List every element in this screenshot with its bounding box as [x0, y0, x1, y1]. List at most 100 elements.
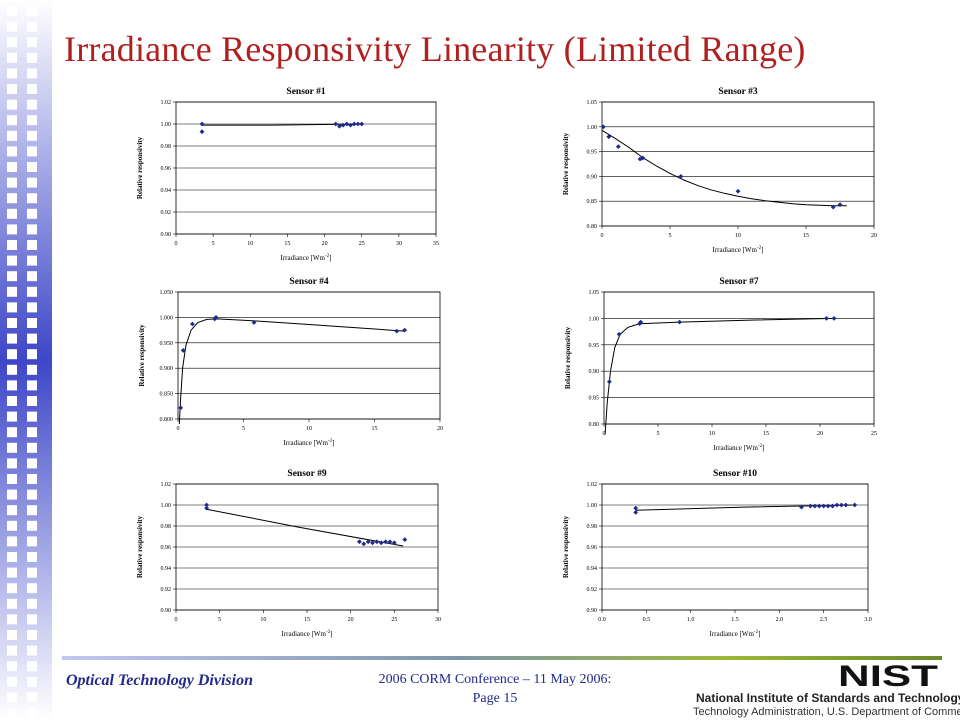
chart-2-data-point: [615, 144, 621, 150]
sidebar-square: [27, 21, 37, 32]
sidebar-square: [7, 52, 17, 63]
chart-3-xtick-label: 0: [177, 426, 180, 432]
chart-5-data-point: [357, 539, 362, 545]
sidebar-square: [7, 458, 17, 469]
sidebar-decoration: [0, 0, 52, 720]
sidebar-square: [27, 68, 37, 79]
chart-6-ytick-label: 0.92: [587, 587, 598, 593]
page-title: Irradiance Responsivity Linearity (Limit…: [64, 29, 806, 69]
sidebar-square: [7, 240, 17, 250]
chart-2-data-point: [640, 155, 646, 161]
sidebar-square: [27, 427, 37, 438]
sidebar-square: [7, 692, 17, 703]
chart-1-ytick-label: 1.00: [161, 122, 172, 128]
sidebar-square: [7, 130, 17, 141]
chart-5-xtick-label: 0: [175, 617, 178, 623]
chart-3-ytick-label: 0.950: [160, 341, 174, 347]
chart-3-plot-area: [177, 291, 441, 420]
chart-5-data-point: [374, 539, 380, 545]
chart-1-data-point: [199, 121, 205, 127]
chart-3-xtick-label: 15: [372, 426, 378, 432]
chart-1-xtick-label: 0: [175, 241, 178, 247]
chart-6-ylabel: Relative responsivity: [562, 515, 570, 578]
footer-division: Optical Technology Division: [66, 672, 253, 689]
sidebar-square: [27, 676, 37, 687]
sidebar-square: [27, 645, 37, 656]
chart-5-ytick-label: 0.92: [161, 587, 172, 593]
chart-5-xtick-label: 10: [260, 617, 266, 623]
chart-1-ytick-label: 0.92: [161, 210, 172, 216]
chart-4-ytick-label: 0.90: [589, 369, 600, 375]
chart-4-xlabel: Irradiance [Wm-2]: [713, 444, 764, 452]
sidebar-square: [27, 271, 37, 282]
sidebar-square: [27, 99, 37, 110]
chart-2-ytick-label: 0.95: [587, 150, 598, 156]
sidebar-square: [27, 505, 37, 516]
chart-5-data-point: [365, 539, 371, 545]
chart-3-data-point: [251, 320, 257, 325]
chart-3-title: Sensor #4: [289, 277, 328, 287]
sidebar-square: [7, 6, 17, 16]
chart-1-ytick-label: 1.02: [161, 100, 172, 106]
chart-2-data-point: [735, 188, 741, 194]
chart-sensor-10: Sensor #10 0.90 0.92 0.94 0.96 0.98 1.00 1.02 0.…: [562, 469, 872, 638]
chart-6-data-point: [807, 503, 813, 509]
sidebar-square: [7, 708, 17, 718]
chart-5-ytick-label: 0.98: [161, 524, 172, 530]
sidebar-square: [7, 442, 17, 453]
chart-3-ytick-label: 1.000: [160, 315, 174, 321]
chart-6-ytick-label: 1.00: [587, 503, 598, 509]
chart-5-data-point: [378, 540, 384, 546]
chart-1-data-point: [351, 121, 357, 127]
sidebar-square: [7, 396, 17, 406]
chart-4-title: Sensor #7: [719, 277, 758, 287]
chart-2-data-point: [600, 124, 606, 130]
chart-3-data-point: [394, 328, 400, 334]
chart-6-xtick-label: 1.0: [687, 617, 695, 623]
chart-5-xtick-label: 30: [435, 617, 441, 623]
chart-6-data-point: [843, 502, 849, 508]
chart-4-data-point: [607, 379, 612, 385]
sidebar-square: [7, 84, 17, 94]
chart-4-ytick-label: 0.95: [589, 343, 600, 349]
chart-5-ytick-label: 0.96: [161, 545, 172, 551]
chart-1-ytick-label: 0.96: [161, 166, 172, 172]
chart-6-data-point: [821, 503, 827, 509]
chart-2-data-point: [606, 134, 612, 140]
sidebar-square: [7, 115, 17, 126]
sidebar-square: [7, 380, 17, 391]
chart-5-xlabel: Irradiance [Wm-2]: [281, 630, 332, 638]
chart-1-data-point: [199, 129, 205, 135]
chart-4-ytick-label: 1.00: [589, 316, 600, 322]
sidebar-square: [7, 427, 17, 438]
sidebar-square: [27, 162, 37, 172]
chart-6-ytick-label: 0.90: [587, 608, 598, 614]
chart-4-ytick-label: 1.05: [589, 290, 600, 296]
chart-3-fit-line: [178, 318, 405, 425]
chart-6-xtick-label: 3.0: [864, 617, 872, 623]
chart-sensor-1: Sensor #1 0.90 0.92 0.94 0.96 0.98 1.00 1.02 0 5 1…: [136, 87, 439, 262]
chart-2-xtick-label: 10: [735, 233, 741, 239]
sidebar-square: [27, 520, 37, 531]
chart-5-title: Sensor #9: [287, 469, 326, 479]
chart-1-xtick-label: 20: [322, 241, 328, 247]
chart-2-xlabel: Irradiance [Wm-2]: [712, 246, 763, 254]
sidebar-square: [7, 520, 17, 531]
chart-5-data-point: [391, 540, 397, 546]
sidebar-square: [27, 614, 37, 625]
chart-3-xlabel: Irradiance [Wm-2]: [283, 439, 334, 447]
chart-1-xtick-label: 25: [359, 241, 365, 247]
sidebar-square: [7, 302, 17, 313]
chart-2-xtick-label: 5: [669, 233, 672, 239]
sidebar-square: [7, 68, 17, 79]
sidebar-square: [7, 318, 17, 328]
chart-3-data-point: [213, 315, 219, 320]
chart-4-xtick-label: 15: [763, 431, 769, 437]
chart-4-ytick-label: 0.85: [589, 396, 600, 402]
sidebar-square: [27, 208, 37, 219]
chart-6-xtick-label: 0.0: [598, 617, 606, 623]
sidebar-square: [27, 318, 37, 328]
chart-4-data-point: [831, 316, 837, 321]
footer-conference-info: 2006 CORM Conference – 11 May 2006: Page…: [330, 670, 660, 708]
chart-6-xtick-label: 0.5: [643, 617, 651, 623]
